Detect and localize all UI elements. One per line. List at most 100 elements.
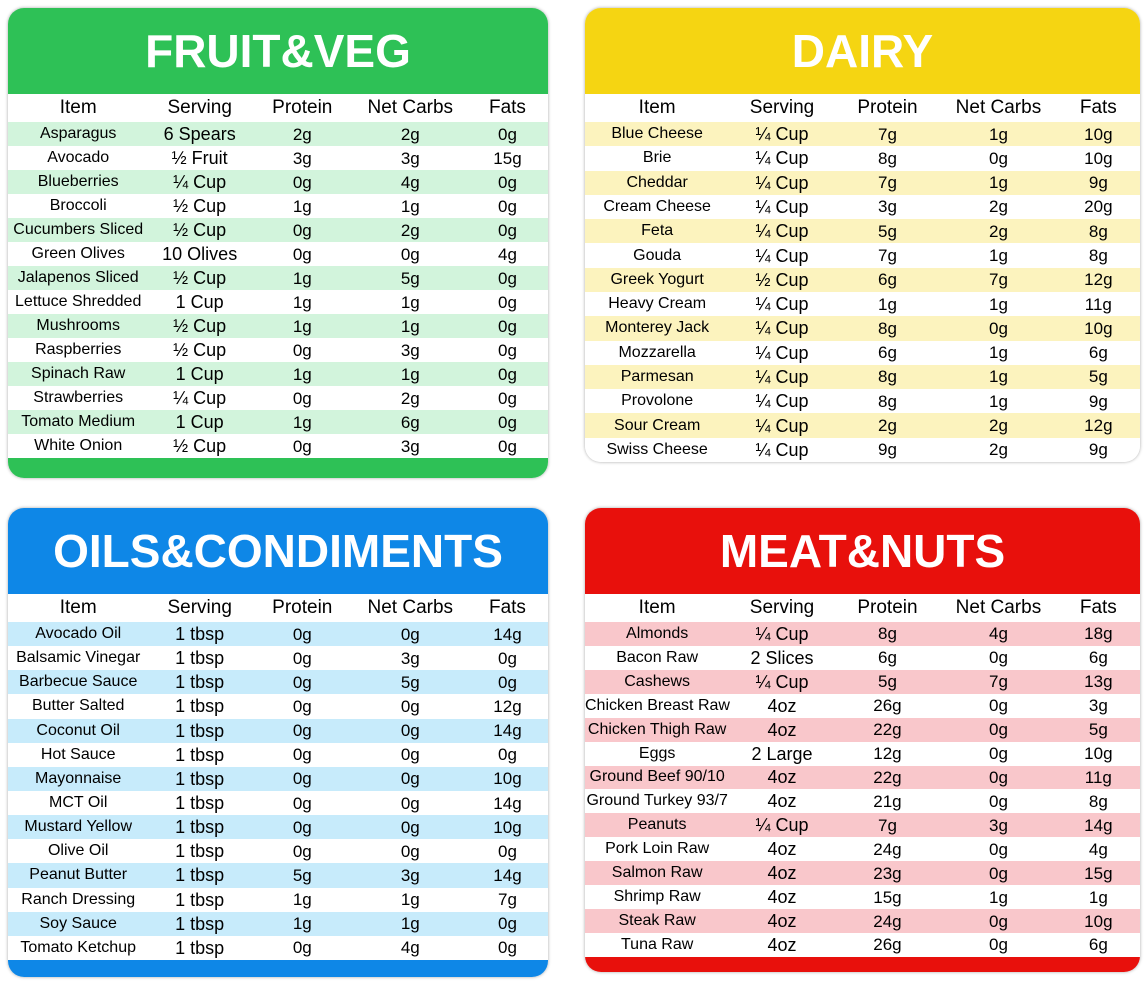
item-cell: Mustard Yellow [24, 818, 132, 836]
column-header: Fats [1079, 97, 1117, 118]
value-cell: 24g [873, 839, 902, 859]
column-header: Serving [167, 97, 232, 118]
value-cell: 0g [292, 648, 312, 668]
table-row: Salmon Raw 4oz 23g 0g 15g [585, 861, 1140, 886]
item-cell: Strawberries [33, 389, 124, 406]
value-cell: 1g [400, 914, 420, 934]
column-header-row: Item Serving Protein Net Carbs Fats [585, 94, 1140, 122]
column-header: Serving [167, 597, 232, 618]
item-cell: Tomato Medium [21, 413, 136, 430]
value-cell: 6g [877, 270, 897, 290]
table-row: Pork Loin Raw 4oz 24g 0g 4g [585, 837, 1140, 861]
table-row: Almonds ¼ Cup 8g 4g 18g [585, 622, 1140, 646]
table-row: Strawberries ¼ Cup 0g 2g 0g [8, 386, 548, 410]
table-row: Gouda ¼ Cup 7g 1g 8g [585, 243, 1140, 267]
value-cell: 3g [400, 148, 420, 168]
value-cell: 1g [292, 316, 312, 336]
item-cell: Brie [642, 149, 672, 167]
item-cell: Mushrooms [36, 317, 120, 334]
value-cell: 8g [877, 624, 897, 644]
item-cell: Sour Cream [614, 416, 701, 434]
item-cell: Mozzarella [618, 343, 696, 361]
value-cell: 8g [877, 148, 897, 168]
column-header: Item [59, 597, 97, 618]
table-row: Parmesan ¼ Cup 8g 1g 5g [585, 364, 1140, 390]
value-cell: 0g [292, 696, 312, 716]
value-cell: 1g [400, 196, 420, 216]
card-title: FRUIT&VEG [145, 25, 411, 77]
table-row: Jalapenos Sliced ½ Cup 1g 5g 0g [8, 266, 548, 290]
serving-cell: 4oz [767, 719, 797, 740]
value-cell: 14g [493, 793, 522, 813]
value-cell: 0g [400, 841, 420, 861]
column-header: Protein [857, 97, 918, 118]
value-cell: 4g [400, 172, 420, 192]
item-cell: Olive Oil [47, 842, 109, 860]
value-cell: 2g [292, 124, 312, 144]
value-cell: 24g [873, 911, 902, 931]
item-cell: Almonds [626, 624, 689, 642]
item-cell: Avocado Oil [35, 625, 122, 643]
table-row: Cream Cheese ¼ Cup 3g 2g 20g [585, 195, 1140, 219]
item-cell: Parmesan [620, 367, 694, 385]
value-cell: 0g [400, 721, 420, 741]
serving-cell: ½ Cup [755, 269, 809, 290]
value-cell: 1g [292, 292, 312, 312]
serving-cell: 1 Cup [175, 292, 224, 312]
column-header: Fats [488, 597, 526, 618]
item-cell: Ground Beef 90/10 [589, 768, 725, 786]
value-cell: 0g [292, 769, 312, 789]
value-cell: 2g [400, 220, 420, 240]
value-cell: 0g [988, 318, 1008, 338]
table-row: Feta ¼ Cup 5g 2g 8g [585, 219, 1140, 244]
card-footer [8, 458, 548, 478]
value-cell: 0g [292, 220, 312, 240]
value-cell: 0g [400, 624, 420, 644]
table-row: Cucumbers Sliced ½ Cup 0g 2g 0g [8, 218, 548, 242]
serving-cell: 1 tbsp [175, 624, 225, 645]
value-cell: 4g [1088, 839, 1108, 859]
serving-cell: ¼ Cup [755, 815, 809, 836]
value-cell: 13g [1084, 672, 1113, 692]
item-cell: Cucumbers Sliced [13, 221, 144, 238]
item-cell: White Onion [34, 437, 123, 454]
column-header-row: Item Serving Protein Net Carbs Fats [585, 594, 1140, 622]
value-cell: 12g [493, 696, 522, 716]
value-cell: 0g [498, 292, 517, 312]
serving-cell: ¼ Cup [173, 388, 227, 408]
table-row: Tuna Raw 4oz 26g 0g 6g [585, 933, 1140, 957]
value-cell: 0g [498, 172, 517, 192]
table-row: Mushrooms ½ Cup 1g 1g 0g [8, 314, 548, 338]
card-title: DAIRY [791, 25, 934, 77]
value-cell: 0g [292, 938, 312, 958]
value-cell: 5g [1088, 720, 1108, 740]
table-row: Provolone ¼ Cup 8g 1g 9g [585, 389, 1140, 413]
value-cell: 12g [873, 744, 902, 764]
table-row: Spinach Raw 1 Cup 1g 1g 0g [8, 362, 548, 386]
item-cell: Mayonnaise [35, 769, 122, 787]
serving-cell: ¼ Cup [755, 245, 809, 266]
value-cell: 0g [292, 172, 312, 192]
serving-cell: ¼ Cup [755, 196, 809, 217]
column-header-row: Item Serving Protein Net Carbs Fats [8, 594, 548, 622]
value-cell: 2g [400, 124, 420, 144]
value-cell: 1g [988, 887, 1008, 907]
table-row: Mayonnaise 1 tbsp 0g 0g 10g [8, 766, 548, 791]
serving-cell: ¼ Cup [755, 623, 809, 644]
value-cell: 0g [498, 745, 517, 765]
value-cell: 1g [292, 914, 312, 934]
item-cell: Chicken Breast Raw [585, 696, 730, 714]
table-row: Swiss Cheese ¼ Cup 9g 2g 9g [585, 438, 1140, 462]
item-cell: Butter Salted [31, 697, 125, 715]
table-row: Asparagus 6 Spears 2g 2g 0g [8, 122, 548, 146]
table-row: Coconut Oil 1 tbsp 0g 0g 14g [8, 718, 548, 743]
value-cell: 1g [1088, 887, 1108, 907]
item-cell: Eggs [638, 744, 676, 762]
item-cell: Soy Sauce [39, 914, 117, 932]
value-cell: 0g [292, 793, 312, 813]
table-row: Olive Oil 1 tbsp 0g 0g 0g [8, 839, 548, 863]
value-cell: 0g [498, 220, 517, 240]
column-header: Serving [749, 97, 815, 118]
value-cell: 10g [1084, 911, 1113, 931]
value-cell: 4g [988, 624, 1008, 644]
